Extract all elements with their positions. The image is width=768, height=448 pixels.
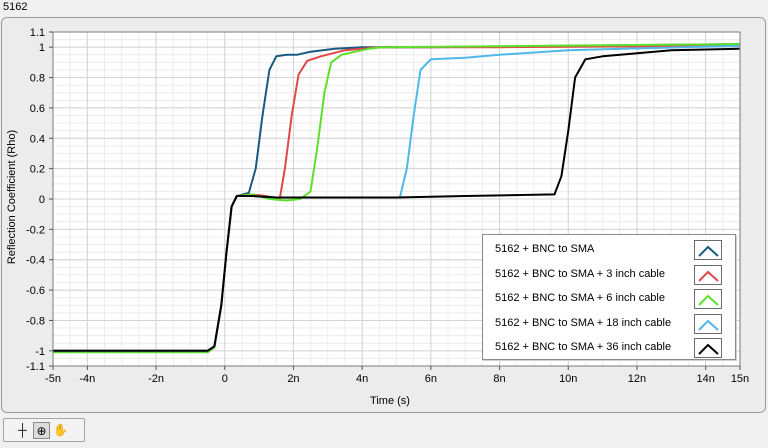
x-tick-label: 0 xyxy=(222,373,228,385)
x-tick-label: 12n xyxy=(628,373,646,385)
series-line-5 xyxy=(53,47,741,352)
y-tick-label: -1.1 xyxy=(26,361,45,373)
y-tick-label: 0.8 xyxy=(30,73,45,85)
legend-swatch-icon[interactable] xyxy=(694,338,722,358)
y-axis-ticks: 1.1 1 0.8 0.6 0.4 0.2 0 -0.2 -0.4 -0.6 -0.8 -1 -1.1 xyxy=(26,27,53,373)
x-tick-label: 2n xyxy=(287,373,299,385)
y-tick-label: 0 xyxy=(39,194,45,206)
legend-swatch-icon[interactable] xyxy=(694,264,722,285)
graph-palette-toolbar: ┼ ⊕ ✋ xyxy=(3,418,85,442)
legend-label: 5162 + BNC to SMA + 6 inch cable xyxy=(495,292,665,304)
cursor-move-icon[interactable]: ┼ xyxy=(18,423,27,437)
x-tick-label: -5n xyxy=(45,373,61,385)
x-tick-label: 14n xyxy=(696,373,714,385)
y-tick-label: -0.2 xyxy=(26,224,45,236)
legend-item-2[interactable]: 5162 + BNC to SMA + 3 inch cable xyxy=(483,263,737,287)
y-tick-label: -0.4 xyxy=(26,255,45,267)
x-axis-ticks: -5n -4n -2n 0 2n 4n 6n 8n 10n 12n 14n 15n xyxy=(45,366,749,385)
legend-item-5[interactable]: 5162 + BNC to SMA + 36 inch cable xyxy=(483,336,737,360)
pan-hand-icon[interactable]: ✋ xyxy=(53,423,68,437)
legend-swatch-icon[interactable] xyxy=(694,289,722,309)
y-tick-label: 0.2 xyxy=(30,164,45,176)
x-tick-label: 8n xyxy=(493,373,505,385)
y-axis-label: Reflection Coefficient (Rho) xyxy=(6,130,18,264)
x-tick-label: 6n xyxy=(425,373,437,385)
legend-label: 5162 + BNC to SMA xyxy=(495,243,595,255)
legend-label: 5162 + BNC to SMA + 18 inch cable xyxy=(495,316,672,329)
x-tick-label: 4n xyxy=(356,373,368,385)
legend-swatch-icon[interactable] xyxy=(694,240,722,260)
legend-swatch-icon[interactable] xyxy=(694,313,722,334)
graph-caption: 5162 xyxy=(3,1,28,13)
legend-item-1[interactable]: 5162 + BNC to SMA xyxy=(483,238,737,262)
legend-item-4[interactable]: 5162 + BNC to SMA + 18 inch cable xyxy=(483,312,737,336)
plot-legend: 5162 + BNC to SMA 5162 + BNC to SMA + 3 i… xyxy=(482,234,736,360)
x-tick-label: -4n xyxy=(79,373,95,385)
y-tick-label: 0.4 xyxy=(30,133,45,145)
y-tick-label: -0.8 xyxy=(26,315,45,327)
y-tick-label: 1.1 xyxy=(30,27,45,39)
legend-label: 5162 + BNC to SMA + 3 inch cable xyxy=(495,267,665,280)
series-lines xyxy=(53,43,741,354)
zoom-icon[interactable]: ⊕ xyxy=(33,422,50,439)
legend-item-3[interactable]: 5162 + BNC to SMA + 6 inch cable xyxy=(483,287,737,311)
legend-label: 5162 + BNC to SMA + 36 inch cable xyxy=(495,341,672,353)
x-axis-label: Time (s) xyxy=(370,395,410,407)
x-tick-label: 10n xyxy=(559,373,577,385)
x-tick-label: -2n xyxy=(148,373,164,385)
y-tick-label: 1 xyxy=(39,42,45,54)
y-tick-label: 0.6 xyxy=(30,103,45,115)
y-tick-label: -1 xyxy=(35,346,45,358)
y-tick-label: -0.6 xyxy=(26,285,45,297)
x-tick-label: 15n xyxy=(731,373,749,385)
